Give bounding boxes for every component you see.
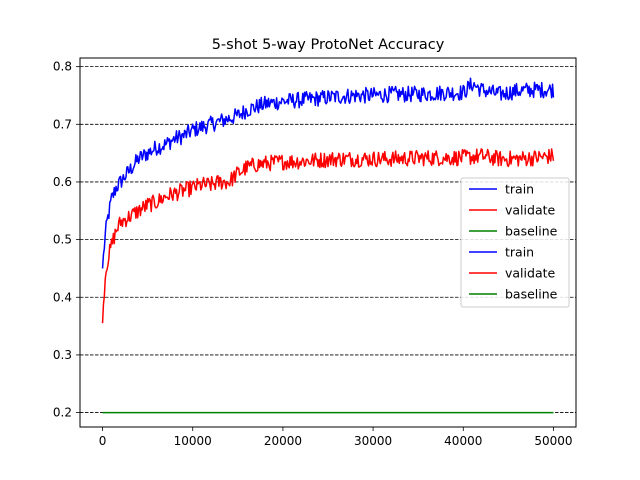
series-line-validate: [101, 148, 555, 324]
legend-label: train: [505, 245, 534, 260]
legend-label: baseline: [505, 287, 558, 302]
legend-label: train: [505, 182, 534, 197]
legend-label: validate: [505, 203, 555, 218]
series-line-train: [101, 77, 555, 269]
x-tick-label: 40000: [444, 434, 482, 448]
x-tick-label: 30000: [354, 434, 392, 448]
chart-title: 5-shot 5-way ProtoNet Accuracy: [212, 37, 445, 53]
y-tick-label: 0.4: [53, 290, 72, 304]
x-tick-label: 50000: [534, 434, 572, 448]
series-lines: [101, 77, 555, 414]
x-tick-label: 10000: [174, 434, 212, 448]
x-axis: 0 10000 20000 30000 40000 50000: [99, 427, 573, 448]
legend-label: baseline: [505, 224, 558, 239]
x-tick-label: 20000: [264, 434, 302, 448]
legend-label: validate: [505, 266, 555, 281]
legend: train validate baseline train validate baseli…: [460, 177, 570, 308]
y-axis: 0.2 0.3 0.4 0.5 0.6 0.7 0.8: [53, 60, 80, 420]
y-tick-label: 0.8: [53, 60, 72, 74]
plot-area-frame: [79, 57, 577, 428]
x-tick-label: 0: [99, 434, 107, 448]
y-tick-label: 0.3: [53, 348, 72, 362]
y-tick-label: 0.5: [53, 233, 72, 247]
y-tick-label: 0.6: [53, 175, 72, 189]
y-tick-label: 0.2: [53, 406, 72, 420]
y-tick-label: 0.7: [53, 117, 72, 131]
